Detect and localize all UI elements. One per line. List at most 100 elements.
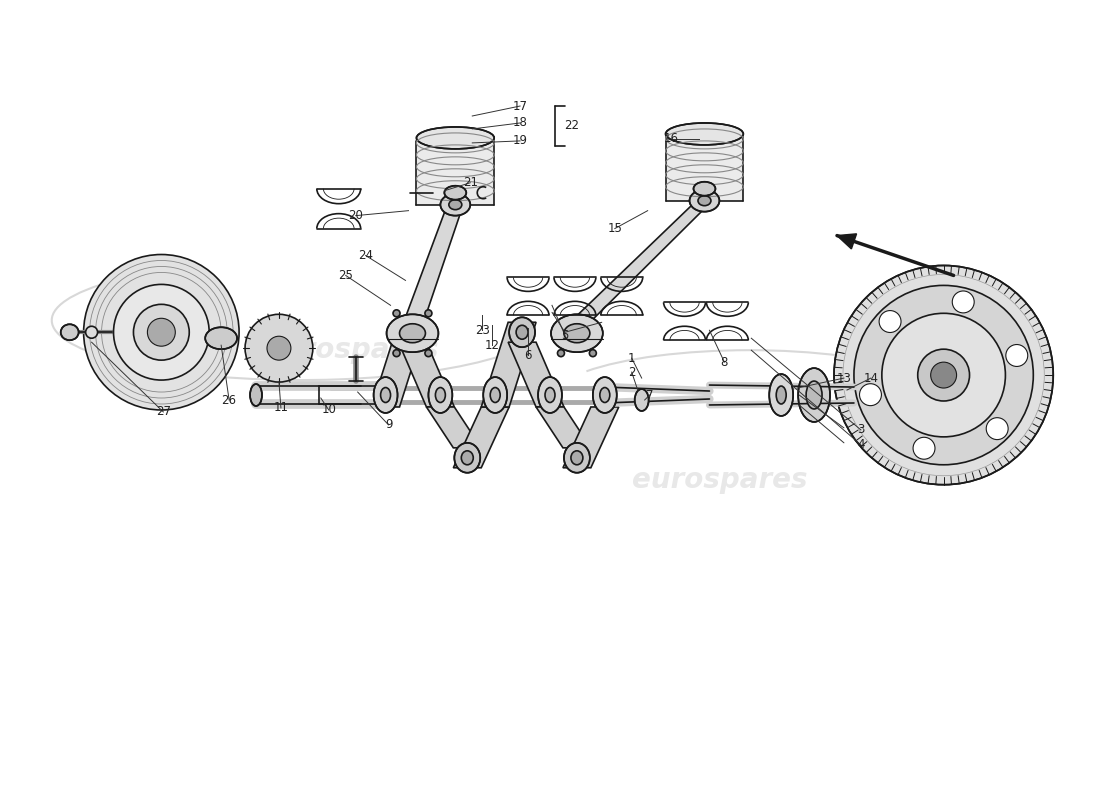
Ellipse shape [425,350,432,357]
Ellipse shape [491,387,501,402]
Ellipse shape [551,314,603,352]
Ellipse shape [454,443,481,473]
Ellipse shape [60,324,78,340]
Ellipse shape [799,368,830,422]
Text: 24: 24 [359,249,373,262]
Ellipse shape [393,350,400,357]
Text: 17: 17 [513,99,528,113]
Text: 20: 20 [349,209,363,222]
Ellipse shape [417,127,494,149]
Text: 22: 22 [564,119,580,133]
Circle shape [917,349,969,401]
Polygon shape [398,342,454,407]
Circle shape [133,304,189,360]
Ellipse shape [509,318,535,347]
Text: 14: 14 [864,371,879,385]
Text: 25: 25 [339,269,353,282]
Ellipse shape [86,326,98,338]
Text: 2: 2 [628,366,636,378]
Text: 16: 16 [664,133,679,146]
Text: 3: 3 [857,423,865,436]
Polygon shape [403,205,463,326]
Polygon shape [508,342,564,407]
Circle shape [987,418,1008,440]
Polygon shape [453,407,509,468]
FancyBboxPatch shape [417,140,494,205]
Circle shape [1005,345,1027,366]
Ellipse shape [399,324,426,342]
Text: 10: 10 [321,403,337,417]
Ellipse shape [444,186,466,200]
Ellipse shape [206,327,238,349]
Text: eurospares: eurospares [263,336,439,364]
Text: 4: 4 [857,438,865,451]
Ellipse shape [635,389,649,411]
Ellipse shape [593,377,617,413]
Text: 15: 15 [607,222,623,235]
Ellipse shape [698,196,711,206]
Ellipse shape [436,387,446,402]
Text: 1: 1 [628,352,636,365]
Ellipse shape [250,384,262,406]
Ellipse shape [399,318,426,347]
Ellipse shape [461,451,473,465]
Ellipse shape [440,194,471,216]
Text: 26: 26 [221,394,236,406]
Text: 27: 27 [156,406,170,418]
Text: 19: 19 [513,134,528,147]
Ellipse shape [374,377,397,413]
Ellipse shape [666,123,744,145]
Text: 18: 18 [513,117,528,130]
Ellipse shape [558,350,564,357]
Circle shape [147,318,175,346]
FancyBboxPatch shape [666,136,744,201]
Text: 6: 6 [525,349,531,362]
Circle shape [913,438,935,459]
Ellipse shape [538,377,562,413]
Text: 7: 7 [646,389,653,402]
Ellipse shape [483,377,507,413]
Ellipse shape [777,386,786,404]
Ellipse shape [769,374,793,416]
Ellipse shape [516,326,528,339]
Ellipse shape [806,381,822,409]
Text: 23: 23 [475,324,490,337]
Text: 9: 9 [385,418,393,431]
Ellipse shape [425,310,432,317]
Ellipse shape [449,200,462,210]
Polygon shape [372,322,427,407]
Circle shape [113,285,209,380]
Polygon shape [536,407,591,448]
Polygon shape [837,234,857,249]
Circle shape [267,336,290,360]
Ellipse shape [386,314,439,352]
Circle shape [854,286,1033,465]
Circle shape [953,291,975,313]
Circle shape [882,314,1005,437]
Ellipse shape [690,190,719,212]
Circle shape [245,314,312,382]
Circle shape [84,254,239,410]
Circle shape [859,384,881,406]
Ellipse shape [381,387,390,402]
Ellipse shape [564,324,590,342]
Ellipse shape [590,350,596,357]
Polygon shape [481,322,536,407]
Polygon shape [427,407,481,448]
Polygon shape [563,407,619,468]
Ellipse shape [571,451,583,465]
Circle shape [879,310,901,333]
Circle shape [931,362,957,388]
Ellipse shape [407,326,418,339]
Text: 12: 12 [485,338,499,352]
Ellipse shape [544,387,556,402]
Text: eurospares: eurospares [631,466,807,494]
Text: 21: 21 [463,176,477,190]
Text: 8: 8 [720,356,728,369]
Ellipse shape [393,310,400,317]
Text: 11: 11 [274,402,288,414]
Ellipse shape [600,387,609,402]
Polygon shape [566,201,713,326]
Circle shape [834,266,1053,485]
Ellipse shape [564,443,590,473]
